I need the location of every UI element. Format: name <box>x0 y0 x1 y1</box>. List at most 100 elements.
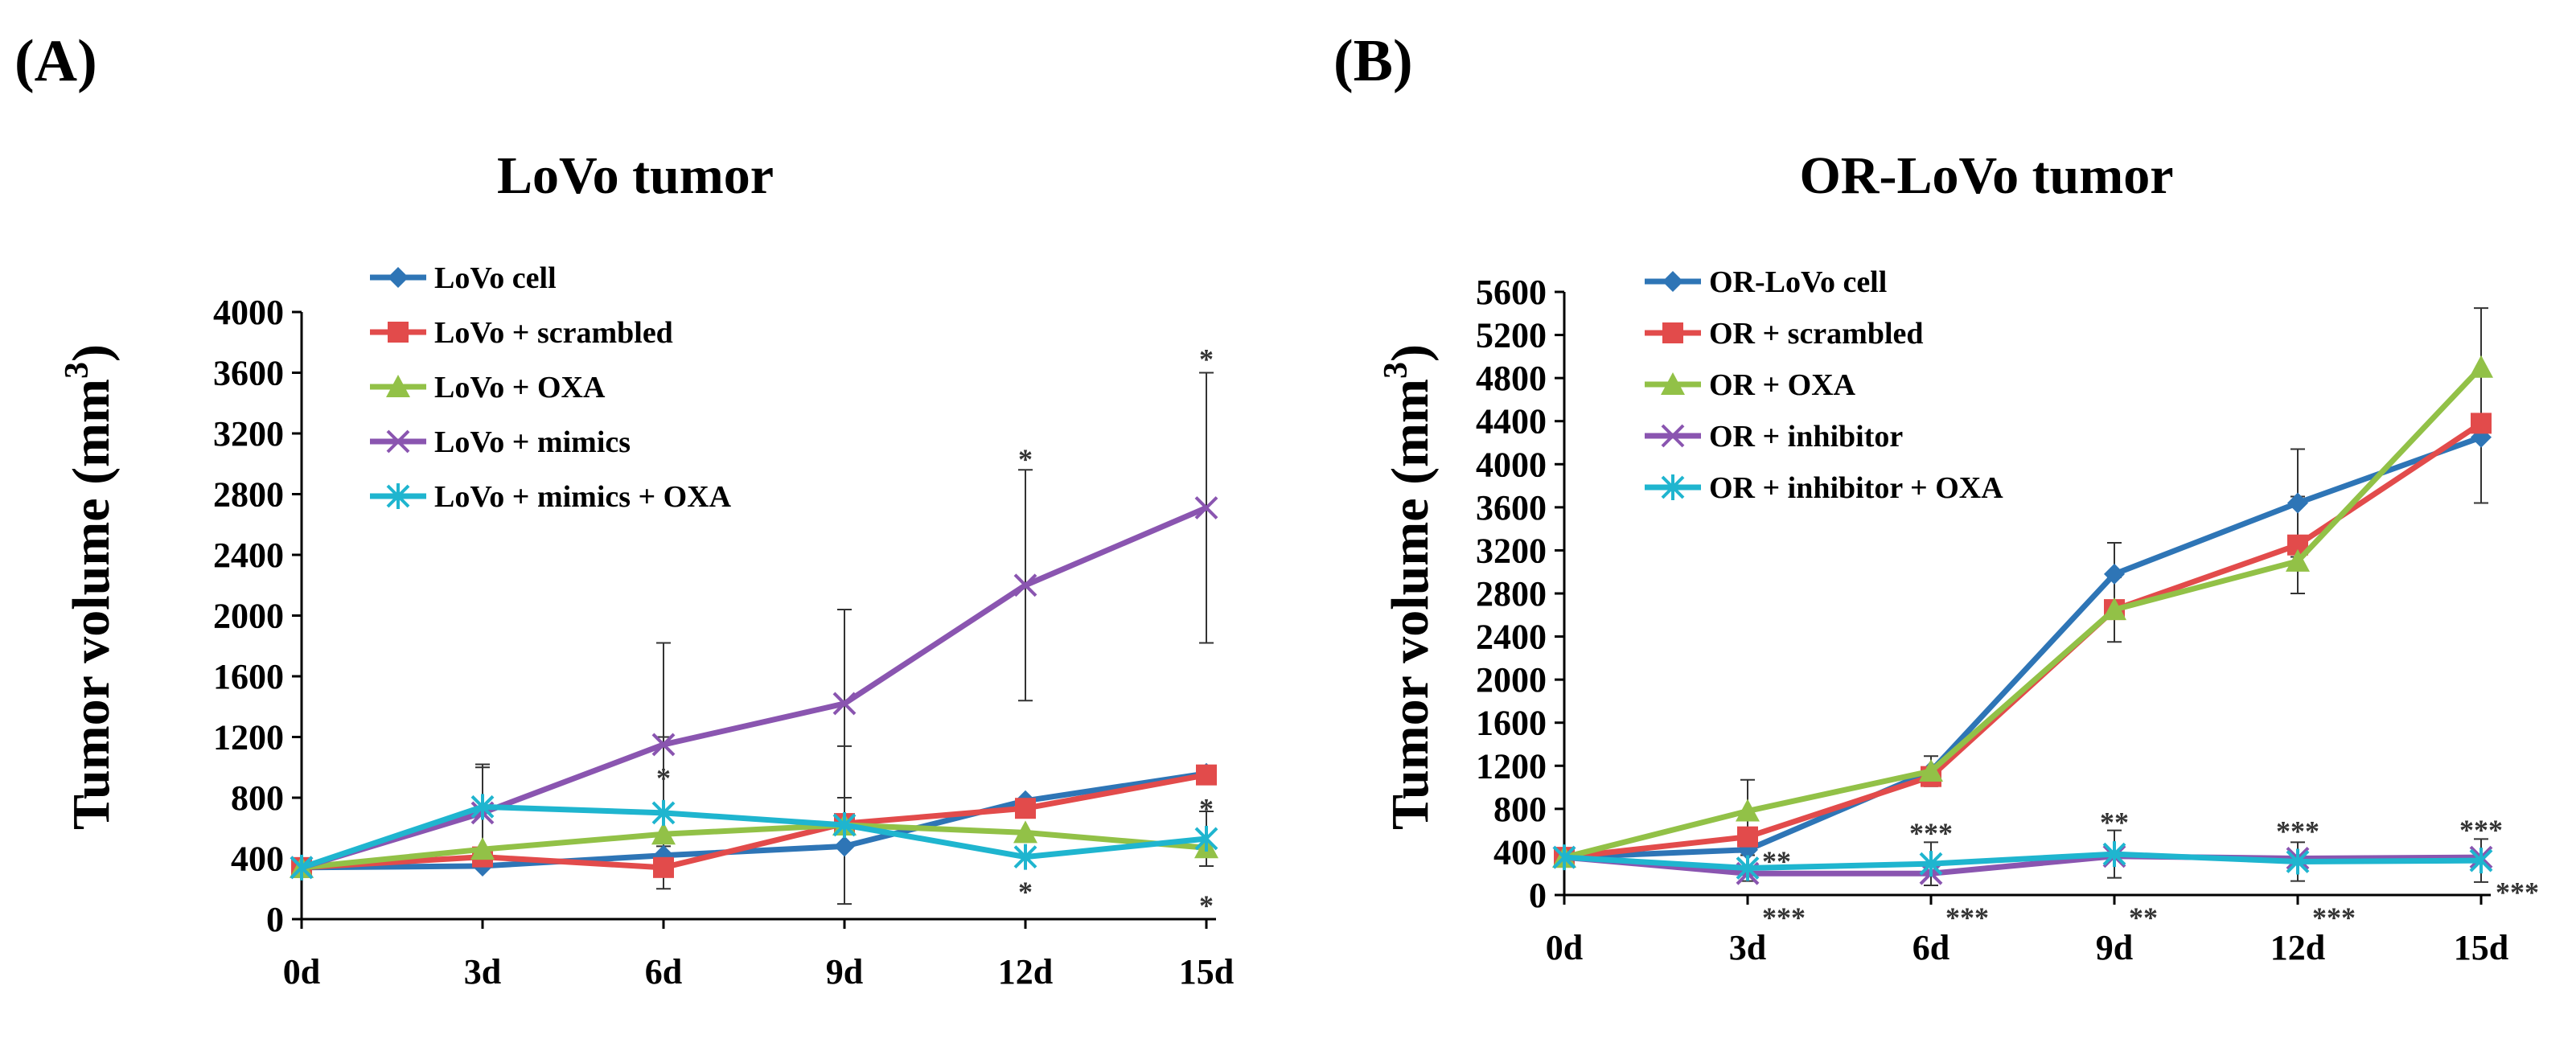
x-tick-label: 12d <box>2270 928 2325 967</box>
panel-a: (A) LoVo tumor Tumor volume (mm3) 0 400 800 12… <box>14 28 1234 992</box>
y-tick-label: 4800 <box>1476 359 1547 398</box>
data-point <box>1552 844 1576 871</box>
legend-label: LoVo + mimics <box>434 425 631 459</box>
legend-item: OR + inhibitor + OXA <box>1645 471 2003 505</box>
y-tick-label: 5600 <box>1476 273 1547 312</box>
significance-marker: * <box>1018 876 1033 908</box>
x-tick-label: 9d <box>826 952 863 992</box>
legend-item: LoVo + mimics + OXA <box>370 480 732 514</box>
legend-label: OR + OXA <box>1709 368 1856 402</box>
series-line <box>300 505 1208 871</box>
data-point <box>1013 820 1037 844</box>
y-tick-label: 2800 <box>1476 574 1547 614</box>
data-point <box>1194 825 1218 852</box>
y-tick-label: 0 <box>266 900 284 939</box>
data-point <box>1919 758 1943 782</box>
legend-item: LoVo cell <box>370 261 557 295</box>
significance-marker: *** <box>2312 901 2356 934</box>
data-point <box>290 854 314 881</box>
data-point <box>1196 764 1217 786</box>
data-point <box>1736 799 1760 822</box>
significance-marker: *** <box>2496 877 2539 909</box>
legend-item: OR + inhibitor <box>1645 420 1903 454</box>
series-line <box>1563 365 2484 860</box>
y-tick-label: 1200 <box>1476 746 1547 786</box>
data-point <box>651 822 676 845</box>
panel-label: (B) <box>1333 28 1413 94</box>
significance-marker: ** <box>2100 807 2129 839</box>
legend-item: LoVo + OXA <box>370 371 606 404</box>
y-axis-label-superscript: 3 <box>59 362 96 379</box>
x-tick-label: 0d <box>1546 928 1583 967</box>
y-tick-label: 2400 <box>1476 618 1547 657</box>
data-point <box>470 794 495 820</box>
y-axis-label: Tumor volume (mm3) <box>1378 344 1440 830</box>
data-point <box>2471 413 2492 434</box>
y-tick-label: 3600 <box>213 354 284 393</box>
legend-label: LoVo + scrambled <box>434 316 673 350</box>
x-tick-label: 15d <box>1179 952 1234 992</box>
data-point <box>2286 548 2310 572</box>
x-tick-label: 3d <box>464 952 501 992</box>
data-point <box>2102 597 2126 621</box>
data-point <box>1194 496 1218 519</box>
y-tick-label: 3600 <box>1476 488 1547 528</box>
data-point <box>2286 848 2310 875</box>
y-tick-label: 2000 <box>1476 660 1547 700</box>
significance-marker: ** <box>1762 845 1791 877</box>
legend-item: OR + OXA <box>1645 368 1856 402</box>
y-tick-label: 1200 <box>213 718 284 758</box>
legend-marker <box>388 267 409 288</box>
significance-marker: * <box>656 762 671 794</box>
data-point <box>2469 355 2493 378</box>
y-tick-label: 400 <box>231 840 284 879</box>
data-point <box>832 811 857 838</box>
y-tick-label: 5200 <box>1476 316 1547 355</box>
legend-item: LoVo + scrambled <box>370 316 673 350</box>
x-tick-label: 15d <box>2454 928 2508 967</box>
data-point <box>2104 563 2125 585</box>
legend-marker <box>1661 474 1685 500</box>
legend-label: OR + scrambled <box>1709 317 1924 351</box>
data-point <box>2287 492 2308 514</box>
legend-marker <box>388 322 409 343</box>
chart-title: OR-LoVo tumor <box>1799 146 2173 205</box>
series-line <box>1563 851 2482 872</box>
y-axis-label-end: ) <box>62 344 121 362</box>
y-tick-label: 800 <box>1493 790 1547 829</box>
series-line <box>300 803 1207 871</box>
legend-label: LoVo + mimics + OXA <box>434 480 732 514</box>
data-point <box>1013 573 1037 597</box>
series-3 <box>1552 355 2493 868</box>
series-1 <box>1554 426 2492 868</box>
y-tick-label: 1600 <box>213 657 284 696</box>
x-tick-label: 9d <box>2096 928 2133 967</box>
series-line <box>1563 853 2482 877</box>
data-point <box>1015 798 1036 819</box>
data-point <box>651 733 676 757</box>
series-line <box>301 772 1207 871</box>
legend-marker <box>386 375 410 397</box>
y-tick-label: 4400 <box>1476 402 1547 441</box>
significance-marker: * <box>1018 443 1033 475</box>
significance-marker: * <box>1199 343 1214 376</box>
legend-marker <box>1662 322 1683 343</box>
significance-marker: * <box>1199 792 1214 824</box>
legend-item: LoVo + mimics <box>370 425 631 459</box>
x-tick-label: 6d <box>645 952 682 992</box>
legend-marker <box>1661 424 1685 448</box>
panel-label: (A) <box>14 28 97 94</box>
series-line <box>1563 434 2483 860</box>
legend-item: OR-LoVo cell <box>1645 265 1887 299</box>
y-tick-label: 0 <box>1529 876 1547 915</box>
data-point <box>832 692 857 716</box>
significance-marker: *** <box>2459 814 2503 846</box>
y-tick-label: 3200 <box>213 414 284 454</box>
legend-marker <box>1662 271 1683 292</box>
data-point <box>470 837 495 860</box>
data-point <box>2469 848 2493 874</box>
data-point <box>1736 855 1760 881</box>
y-axis-label-text: Tumor volume (mm <box>1381 379 1440 830</box>
y-tick-label: 800 <box>231 778 284 818</box>
